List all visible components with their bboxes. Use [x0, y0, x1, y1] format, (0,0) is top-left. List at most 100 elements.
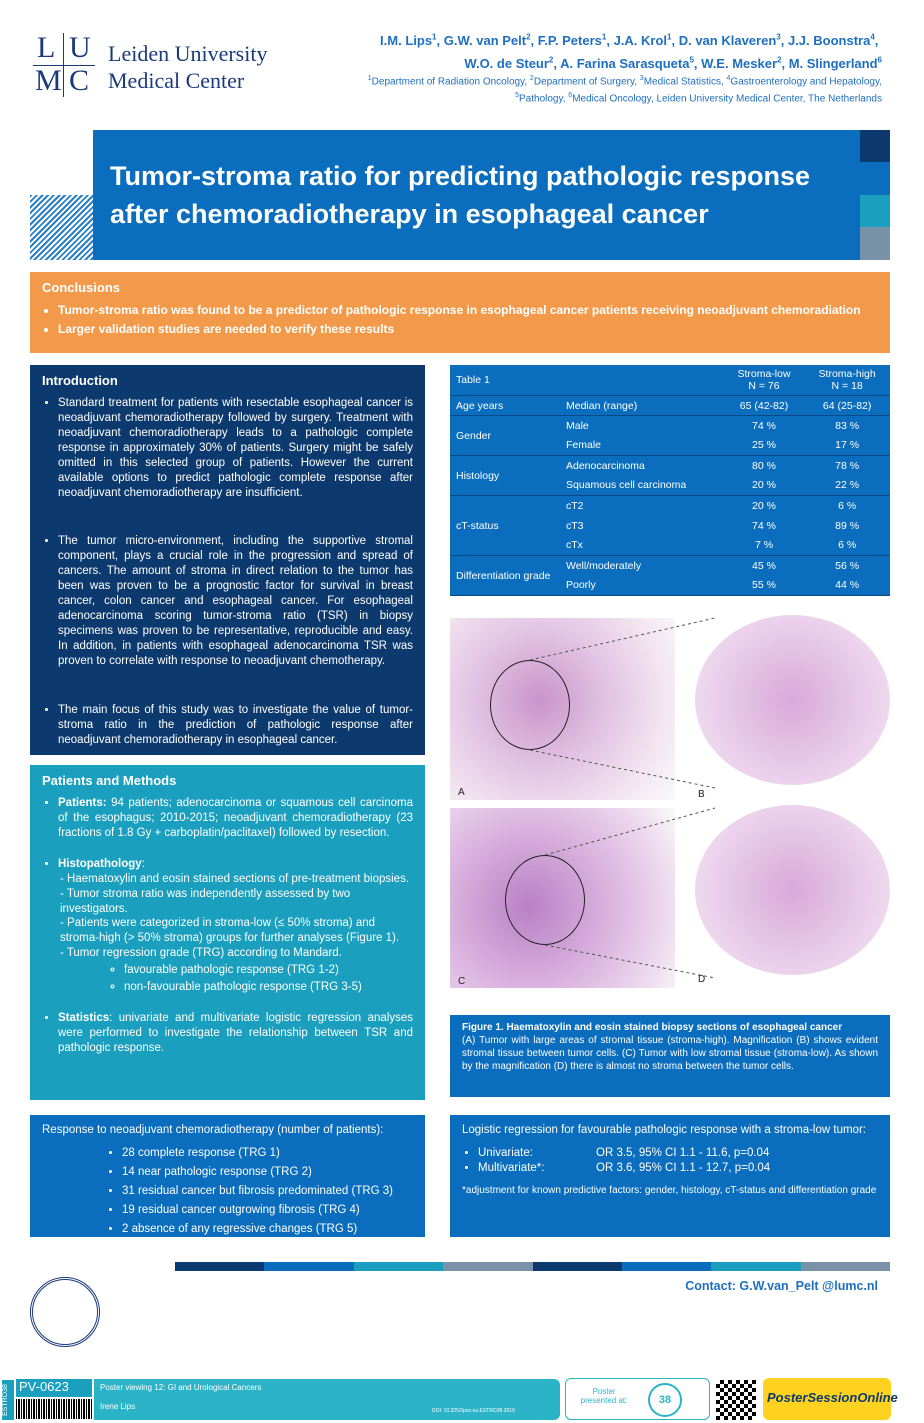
heading: Logistic regression for favourable patho… — [462, 1124, 866, 1136]
method-item: Statistics: univariate and multivariate … — [58, 1011, 413, 1056]
regression-value: OR 3.6, 95% CI 1.1 - 12.7, p=0.04 — [596, 1161, 771, 1174]
barcode — [16, 1399, 92, 1419]
author: A. Farina Sarasqueta5, — [560, 55, 702, 71]
zoom-circle — [505, 855, 585, 945]
author: M. Slingerland6 — [789, 55, 882, 70]
color-bar — [175, 1262, 890, 1271]
heading: Introduction — [42, 373, 118, 388]
table-value: 44 % — [804, 575, 890, 596]
author: W.O. de Steur2, — [464, 55, 561, 71]
congress: ESTRO38 — [2, 1380, 14, 1420]
row-group: Histology — [450, 455, 560, 496]
table-row: cT-status cT2 20 % 6 % — [450, 495, 890, 556]
institution-line: Leiden University — [108, 41, 268, 66]
affiliation-sup: 3 — [639, 75, 644, 82]
panel-label: D — [698, 974, 706, 985]
regression: Logistic regression for favourable patho… — [450, 1115, 890, 1237]
table-header: Table 1 Stroma-low N = 76 Stroma-high N = 18 — [450, 365, 890, 396]
introduction: Introduction Standard treatment for pati… — [30, 365, 425, 755]
author-sup: 2 — [526, 33, 531, 42]
author: D. van Klaveren3, — [678, 33, 788, 49]
method-label: Histopathology — [58, 857, 142, 870]
note: *adjustment for known predictive factors… — [462, 1184, 877, 1196]
title-line: Tumor-stroma ratio for predicting pathol… — [110, 161, 811, 191]
panel-label: C — [458, 976, 466, 987]
table-row: Female 25 % 17 % — [450, 435, 890, 456]
table-value: 20 % — [723, 475, 805, 496]
session-bar: Poster viewing 12: GI and Urological Can… — [94, 1379, 560, 1420]
affiliation-sup: 6 — [568, 92, 573, 100]
presented-text: Poster presented at: — [580, 1387, 628, 1405]
response-item: 2 absence of any regressive changes (TRG… — [122, 1222, 413, 1237]
author-sup: 2 — [548, 55, 554, 65]
table-value: 74 % — [752, 519, 776, 532]
table-row: Squamous cell carcinoma 20 % 22 % — [450, 475, 890, 496]
table-value: 7 % — [723, 535, 805, 556]
affiliation-sup: 4 — [726, 75, 731, 82]
square — [860, 130, 890, 162]
seal — [30, 1277, 100, 1347]
table-value: 55 % — [723, 575, 805, 596]
zoom-lines — [529, 617, 716, 979]
author-name: J.A. Krol — [613, 33, 668, 49]
author-sup: 1 — [667, 33, 672, 42]
method-label: Patients: — [58, 796, 107, 809]
presenter: Irene Lips — [100, 1402, 136, 1411]
row-label: cT3 — [566, 519, 584, 532]
column-header-line: Stroma-low — [737, 368, 791, 380]
author: W.E. Mesker2, — [701, 55, 789, 71]
table-row: Gender Male 74 % 83 % — [450, 415, 890, 456]
conclusions: Conclusions Tumor-stroma ratio was found… — [30, 272, 890, 353]
table-row: cTx 7 % 6 % — [450, 535, 890, 556]
conclusion: Larger validation studies are needed to … — [58, 322, 878, 338]
table-row: Age years Median (range) 65 (42-82) 64 (25-… — [450, 395, 890, 416]
column-header: Stroma-high N = 18 — [804, 365, 890, 396]
conclusion: Tumor-stroma ratio was found to be a pre… — [58, 303, 878, 319]
table-row: Histology Adenocarcinoma 80 % 78 % — [450, 455, 890, 496]
method-line: - Tumor regression grade (TRG) according… — [60, 947, 342, 960]
method-line: - Tumor stroma ratio was independently a… — [60, 887, 351, 915]
qr-code — [716, 1380, 756, 1420]
institution-line: Medical Center — [108, 68, 245, 93]
image-b — [695, 615, 890, 785]
table-value: 83 % — [835, 419, 860, 432]
table-value: 78 % — [835, 459, 860, 472]
badge: 38 — [648, 1383, 682, 1417]
regression-row: Univariate: OR 3.5, 95% CI 1.1 - 11.6, p=… — [478, 1146, 878, 1161]
response-item: 14 near pathologic response (TRG 2) — [122, 1165, 413, 1180]
stripe-decoration — [30, 195, 93, 260]
response-item: 31 residual cancer but fibrosis predomin… — [122, 1184, 413, 1199]
table-value: 6 % — [838, 499, 857, 512]
affiliation: Department of Radiation Oncology, — [371, 76, 530, 88]
author-name: F.P. Peters — [537, 33, 602, 49]
row-group: Gender — [450, 415, 560, 456]
author-name: J.J. Boonstra — [787, 33, 871, 49]
row-group: Age years — [450, 395, 560, 416]
author-name: D. van Klaveren — [678, 33, 777, 49]
method-item: Patients: 94 patients; adenocarcinoma or… — [58, 796, 413, 841]
intro-paragraph: Standard treatment for patients with res… — [58, 396, 413, 501]
square — [860, 227, 890, 260]
author-sup: 1 — [432, 33, 437, 42]
logo-letter: M — [35, 64, 62, 97]
heading: Conclusions — [42, 280, 121, 295]
method-label: Statistics — [58, 1012, 110, 1025]
author: G.W. van Pelt2, — [443, 33, 538, 49]
brand-suffix: .com — [897, 1395, 917, 1404]
regression-value: OR 3.5, 95% CI 1.1 - 11.6, p=0.04 — [596, 1146, 770, 1159]
regression-label: Multivariate*: — [478, 1161, 545, 1174]
table-value: 45 % — [752, 559, 776, 572]
title-band: Tumor-stroma ratio for predicting pathol… — [93, 130, 860, 260]
row-label: Adenocarcinoma — [566, 459, 645, 472]
column-header-line: N = 76 — [748, 380, 780, 392]
row-group: cT-status — [450, 495, 560, 556]
row-label: Female — [560, 435, 724, 456]
method-line: - Haematoxylin and eosin stained section… — [60, 872, 410, 885]
logo-letter: L — [37, 31, 56, 64]
row-label: Well/moderately — [566, 559, 642, 572]
column-header-line: N = 18 — [831, 380, 863, 392]
affiliation-sup: 1 — [367, 75, 372, 82]
code: PV-0623 — [16, 1379, 92, 1397]
caption-text: (A) Tumor with large areas of stromal ti… — [462, 1035, 878, 1072]
intro-paragraph: The main focus of this study was to inve… — [58, 703, 413, 748]
